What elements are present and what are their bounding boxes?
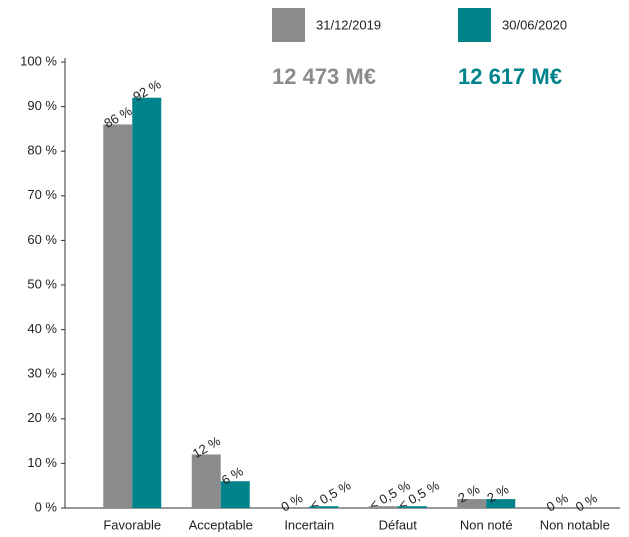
x-tick-label: Incertain: [284, 517, 334, 532]
legend-label: 31/12/2019: [316, 17, 381, 32]
y-tick-label: 40 %: [27, 321, 57, 336]
y-tick-label: 50 %: [27, 276, 57, 291]
legend-label: 30/06/2020: [502, 17, 567, 32]
y-tick-label: 100 %: [20, 53, 57, 68]
bar: [191, 454, 221, 508]
y-tick-label: 90 %: [27, 98, 57, 113]
x-tick-label: Non noté: [460, 517, 513, 532]
legend-swatch: [458, 8, 491, 42]
bar: [486, 499, 516, 508]
y-tick-label: 0 %: [35, 499, 58, 514]
x-tick-label: Favorable: [103, 517, 161, 532]
bar: [103, 124, 133, 508]
y-tick-label: 10 %: [27, 455, 57, 470]
bar: [132, 97, 162, 509]
value-label: 0 %: [573, 490, 600, 514]
bar: [309, 506, 339, 508]
total-label: 12 473 M€: [272, 64, 376, 89]
total-label: 12 617 M€: [458, 64, 562, 89]
y-tick-label: 20 %: [27, 410, 57, 425]
bar: [368, 506, 398, 508]
bar: [220, 481, 250, 508]
legend-swatch: [272, 8, 305, 42]
y-tick-label: 30 %: [27, 366, 57, 381]
bar: [397, 506, 427, 508]
y-tick-label: 80 %: [27, 143, 57, 158]
bar: [457, 499, 487, 508]
y-tick-label: 60 %: [27, 232, 57, 247]
x-tick-label: Non notable: [540, 517, 610, 532]
y-tick-label: 70 %: [27, 187, 57, 202]
x-tick-label: Défaut: [379, 517, 418, 532]
value-label: 0 %: [544, 490, 571, 514]
value-label: 0 %: [278, 490, 305, 514]
x-tick-label: Acceptable: [189, 517, 253, 532]
